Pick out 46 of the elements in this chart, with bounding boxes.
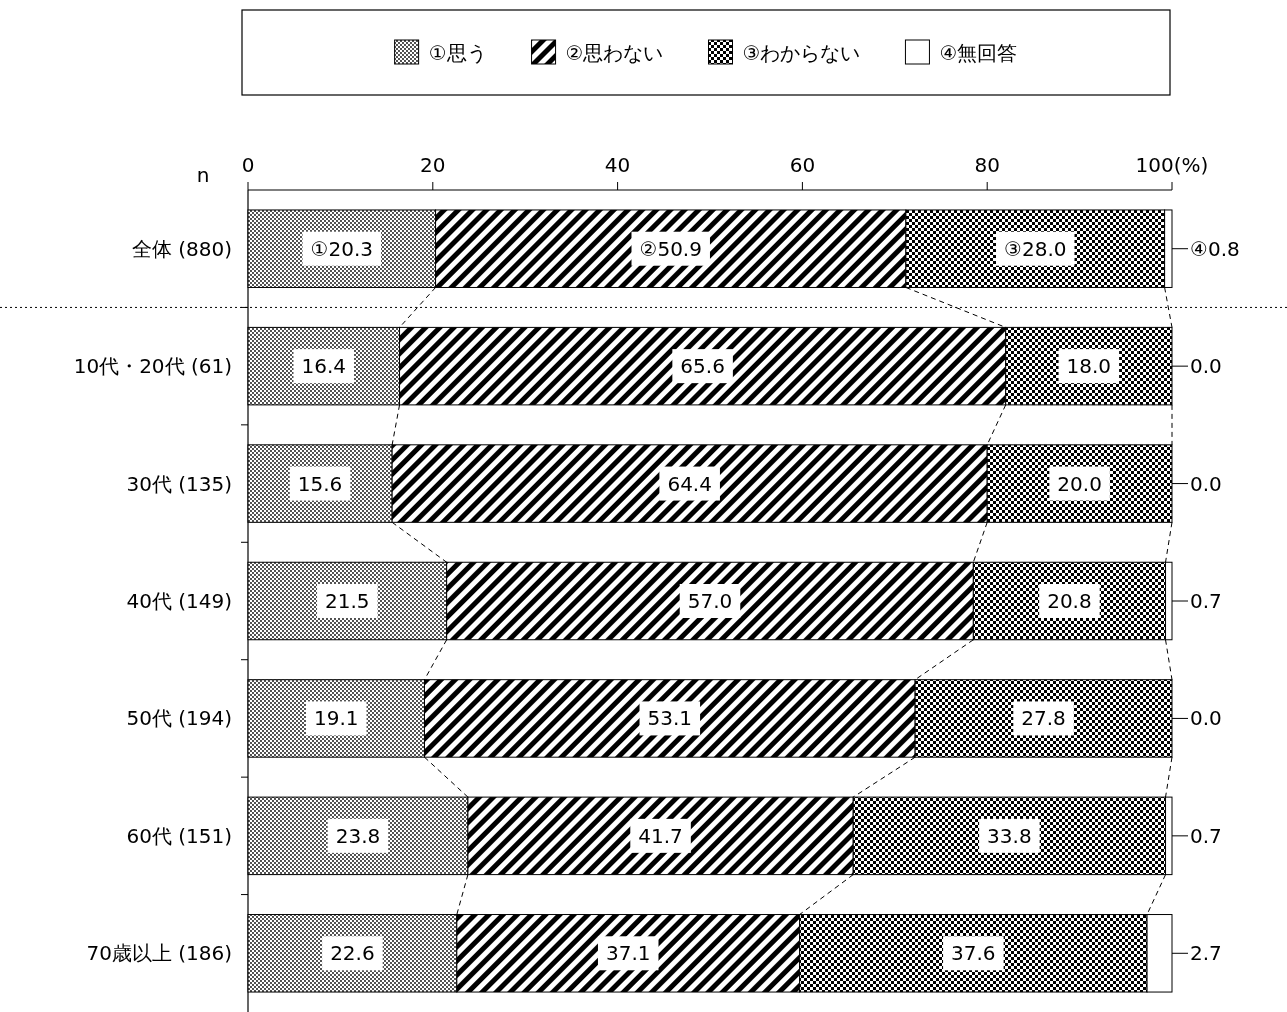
y-tick-label: 50代 (194)	[126, 706, 232, 731]
data-label: ②50.9	[639, 236, 702, 261]
x-tick-label: 80	[974, 153, 1000, 177]
data-label: 41.7	[638, 823, 683, 848]
data-label: 23.8	[335, 823, 381, 848]
data-label: ③28.0	[1004, 236, 1067, 261]
data-label: 0.0	[1190, 706, 1222, 731]
data-label: 65.6	[680, 354, 725, 379]
data-label: 19.1	[313, 706, 359, 731]
y-tick-label: 70歳以上 (186)	[86, 941, 232, 966]
data-label: ④0.8	[1190, 236, 1240, 261]
x-tick-label: 60	[789, 153, 816, 177]
data-label: 18.0	[1066, 354, 1112, 379]
legend-label: ④無回答	[939, 41, 1018, 65]
data-label: 0.7	[1190, 823, 1222, 848]
data-label: 16.4	[301, 354, 347, 379]
data-label: 15.6	[297, 471, 343, 496]
y-tick-label: 30代 (135)	[126, 471, 232, 496]
data-label: 20.8	[1047, 589, 1092, 613]
data-label: 0.7	[1190, 589, 1222, 613]
data-label: 0.0	[1190, 471, 1222, 496]
data-label: 33.8	[987, 823, 1032, 848]
x-tick-label: 20	[420, 153, 446, 177]
data-label: 37.1	[605, 941, 651, 966]
data-label: 0.0	[1190, 354, 1222, 379]
data-label: 21.5	[325, 589, 370, 613]
data-label: 64.4	[667, 471, 712, 496]
data-label: 53.1	[647, 706, 693, 731]
text: n	[196, 163, 210, 187]
x-tick-label: 40	[604, 153, 631, 177]
x-tick-label: 0	[241, 153, 255, 177]
data-label: ①20.3	[310, 236, 374, 261]
legend-label: ①思う	[428, 41, 487, 65]
data-label: 27.8	[1021, 706, 1066, 731]
data-label: 22.6	[330, 941, 375, 966]
y-tick-label: 60代 (151)	[126, 823, 232, 848]
data-label: 57.0	[687, 589, 733, 613]
data-label: 20.0	[1057, 471, 1102, 496]
legend-label: ②思わない	[565, 41, 664, 65]
x-tick-label: 100(%)	[1135, 153, 1209, 177]
y-tick-label: 全体 (880)	[131, 236, 232, 261]
data-label: 37.6	[951, 941, 996, 966]
legend-label: ③わからない	[742, 41, 861, 65]
data-label: 2.7	[1190, 941, 1222, 966]
y-tick-label: 40代 (149)	[126, 589, 232, 613]
y-tick-label: 10代・20代 (61)	[73, 354, 232, 379]
